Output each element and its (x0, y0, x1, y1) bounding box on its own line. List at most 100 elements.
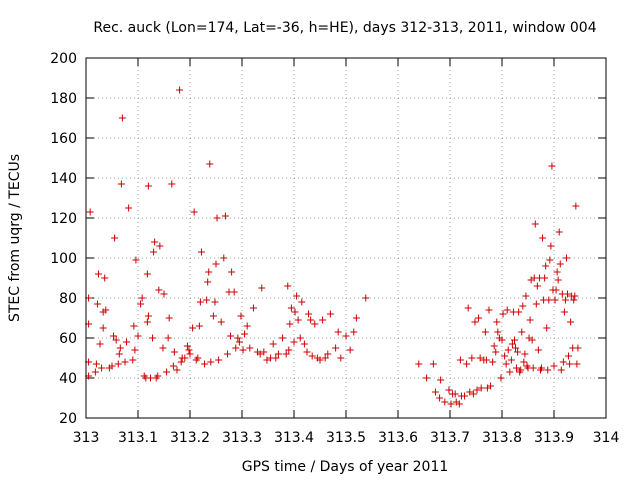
data-point (195, 322, 203, 330)
data-point (287, 304, 295, 312)
data-point (415, 360, 423, 368)
data-point (319, 316, 327, 324)
data-point (194, 354, 202, 362)
data-point (102, 306, 110, 314)
data-point (114, 360, 122, 368)
x-tick-label: 313.5 (326, 430, 366, 446)
data-point (493, 318, 501, 326)
data-point (519, 302, 527, 310)
data-point (533, 282, 541, 290)
data-point (177, 358, 185, 366)
data-point (201, 360, 209, 368)
data-point (337, 354, 345, 362)
data-point (326, 310, 334, 318)
data-point (487, 382, 495, 390)
data-point (573, 360, 581, 368)
data-point (436, 394, 444, 402)
data-point (206, 160, 214, 168)
data-point (542, 262, 550, 270)
data-point (205, 268, 213, 276)
data-point (93, 300, 101, 308)
data-point (123, 338, 131, 346)
data-point (492, 348, 500, 356)
data-point (211, 298, 219, 306)
data-point (447, 400, 455, 408)
data-point (121, 358, 129, 366)
data-point (215, 356, 223, 364)
data-point (305, 310, 313, 318)
y-tick-label: 40 (59, 371, 77, 387)
data-point (531, 220, 539, 228)
data-point (539, 234, 547, 242)
data-point (173, 366, 181, 374)
y-tick-label: 100 (50, 251, 77, 267)
data-point (469, 390, 477, 398)
data-point (170, 348, 178, 356)
data-point (566, 360, 574, 368)
data-point (98, 364, 106, 372)
y-tick-label: 60 (59, 331, 77, 347)
data-point (130, 322, 138, 330)
y-axis-label: STEC from uqrg / TECUs (7, 154, 23, 322)
data-point (209, 312, 217, 320)
data-point (196, 298, 204, 306)
data-point (423, 374, 431, 382)
data-point (560, 308, 568, 316)
data-point (466, 388, 474, 396)
data-point (151, 238, 159, 246)
x-tick-label: 314 (593, 430, 620, 446)
data-point (308, 352, 316, 360)
data-point (508, 340, 516, 348)
data-point (230, 288, 238, 296)
data-point (350, 328, 358, 336)
data-point (565, 352, 573, 360)
y-tick-label: 200 (50, 51, 77, 67)
x-tick-label: 313.8 (482, 430, 522, 446)
data-point (291, 308, 299, 316)
data-point (300, 340, 308, 348)
data-point (548, 162, 556, 170)
data-point (285, 346, 293, 354)
data-point (557, 366, 565, 374)
data-point (475, 314, 483, 322)
data-point (567, 318, 575, 326)
data-point (272, 354, 280, 362)
data-point (137, 300, 145, 308)
data-point (156, 242, 164, 250)
data-point (463, 360, 471, 368)
data-point (186, 350, 194, 358)
data-point (190, 208, 198, 216)
data-point (290, 338, 298, 346)
data-point (518, 328, 526, 336)
data-point (159, 344, 167, 352)
data-point (571, 292, 579, 300)
data-point (94, 270, 102, 278)
data-point (476, 354, 484, 362)
data-point (316, 356, 324, 364)
data-point (499, 310, 507, 318)
data-point (513, 364, 521, 372)
data-point (274, 350, 282, 358)
data-point (490, 342, 498, 350)
data-point (116, 344, 124, 352)
data-point (543, 324, 551, 332)
data-point (517, 366, 525, 374)
data-point (263, 356, 271, 364)
y-tick-label: 20 (59, 411, 77, 427)
plot-frame (85, 57, 607, 419)
data-point (506, 368, 514, 376)
data-point (362, 294, 370, 302)
x-tick-label: 313 (73, 430, 100, 446)
y-tick-label: 180 (50, 91, 77, 107)
data-point (497, 374, 505, 382)
x-axis-label: GPS time / Days of year 2011 (242, 459, 449, 475)
data-point (431, 388, 439, 396)
data-point (232, 344, 240, 352)
data-point (451, 390, 459, 398)
data-point (552, 286, 560, 294)
data-point (220, 254, 228, 262)
x-tick-label: 313.3 (222, 430, 262, 446)
data-point (91, 368, 99, 376)
data-point (342, 332, 350, 340)
data-point (437, 376, 445, 384)
